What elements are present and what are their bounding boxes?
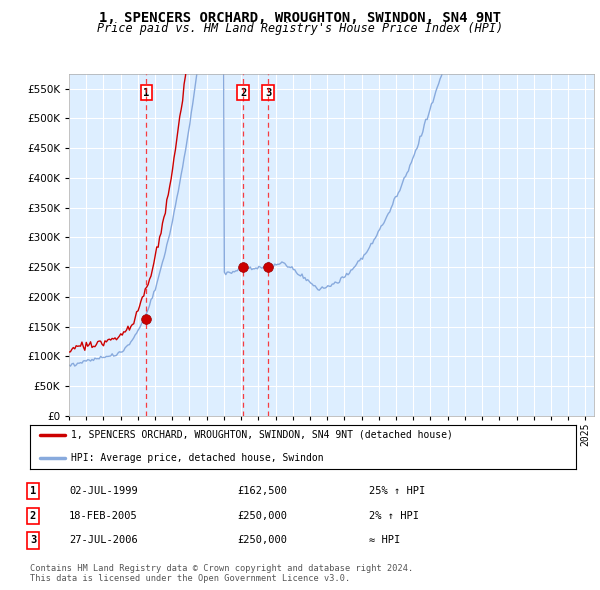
Text: 1, SPENCERS ORCHARD, WROUGHTON, SWINDON, SN4 9NT (detached house): 1, SPENCERS ORCHARD, WROUGHTON, SWINDON,… [71, 430, 453, 440]
Text: 18-FEB-2005: 18-FEB-2005 [69, 511, 138, 520]
Text: HPI: Average price, detached house, Swindon: HPI: Average price, detached house, Swin… [71, 453, 323, 463]
Text: 3: 3 [265, 87, 271, 97]
Text: 1: 1 [143, 87, 149, 97]
Text: 25% ↑ HPI: 25% ↑ HPI [369, 486, 425, 496]
Text: 3: 3 [30, 536, 36, 545]
Text: Price paid vs. HM Land Registry's House Price Index (HPI): Price paid vs. HM Land Registry's House … [97, 22, 503, 35]
Text: £162,500: £162,500 [237, 486, 287, 496]
Text: 2% ↑ HPI: 2% ↑ HPI [369, 511, 419, 520]
Text: £250,000: £250,000 [237, 536, 287, 545]
Text: 27-JUL-2006: 27-JUL-2006 [69, 536, 138, 545]
Text: 1: 1 [30, 486, 36, 496]
Text: £250,000: £250,000 [237, 511, 287, 520]
Text: 2: 2 [30, 511, 36, 520]
Text: 2: 2 [240, 87, 247, 97]
Text: ≈ HPI: ≈ HPI [369, 536, 400, 545]
Text: Contains HM Land Registry data © Crown copyright and database right 2024.
This d: Contains HM Land Registry data © Crown c… [30, 563, 413, 583]
Text: 02-JUL-1999: 02-JUL-1999 [69, 486, 138, 496]
Text: 1, SPENCERS ORCHARD, WROUGHTON, SWINDON, SN4 9NT: 1, SPENCERS ORCHARD, WROUGHTON, SWINDON,… [99, 11, 501, 25]
